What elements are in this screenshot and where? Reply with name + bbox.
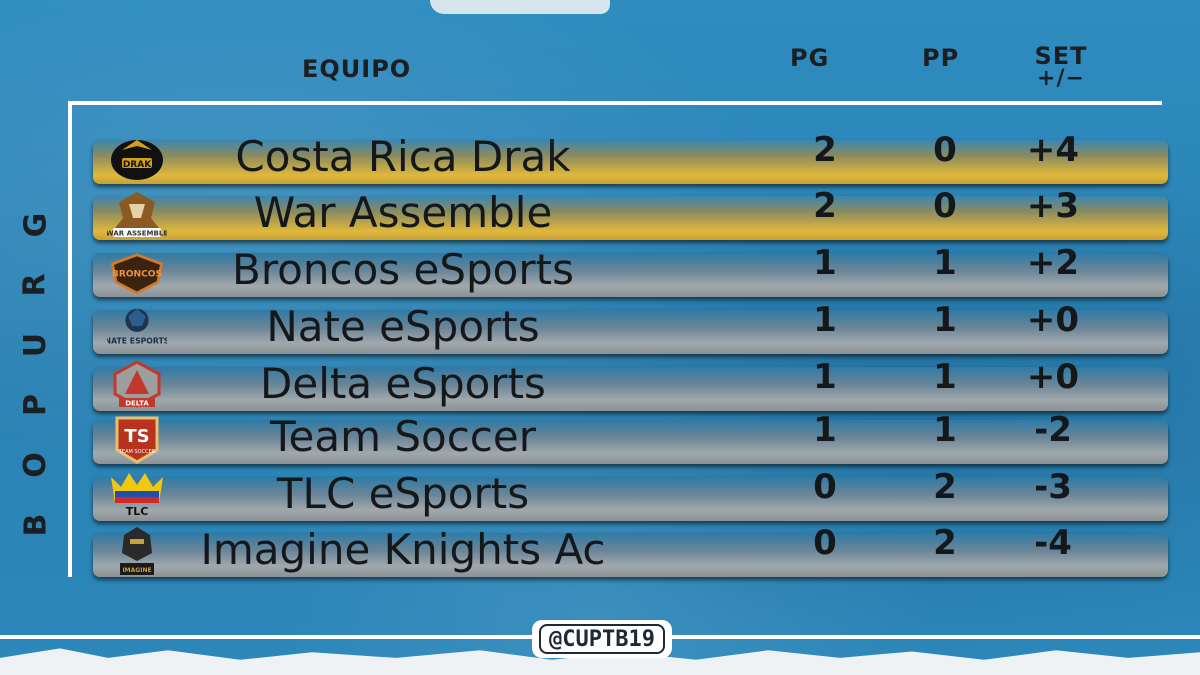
team-name: Costa Rica Drak xyxy=(235,132,571,181)
drak-logo-icon: DRAK xyxy=(107,134,167,186)
svg-text:NATE ESPORTS: NATE ESPORTS xyxy=(107,337,167,346)
imagine-knights-logo-icon: IMAGINE xyxy=(107,527,167,579)
team-losses: 2 xyxy=(933,523,957,563)
team-losses: 0 xyxy=(933,186,957,226)
team-losses: 1 xyxy=(933,410,957,450)
svg-text:WAR ASSEMBLE: WAR ASSEMBLE xyxy=(107,230,167,238)
team-set-diff: -4 xyxy=(1034,523,1072,563)
team-wins: 0 xyxy=(813,523,837,563)
header-set-line1: SET xyxy=(1034,42,1088,70)
row-bar xyxy=(93,140,1168,184)
team-name: Delta eSports xyxy=(260,359,546,408)
team-set-diff: +0 xyxy=(1026,357,1080,397)
standings-row: IMAGINE Imagine Knights Ac 0 2 -4 xyxy=(93,523,1168,577)
svg-text:DRAK: DRAK xyxy=(123,160,152,170)
frame-left-line xyxy=(68,101,72,577)
header-set-line2: +/− xyxy=(1037,66,1085,91)
standings-row: WAR ASSEMBLE War Assemble 2 0 +3 xyxy=(93,186,1168,240)
team-losses: 2 xyxy=(933,467,957,507)
header-team: EQUIPO xyxy=(302,55,412,83)
team-losses: 1 xyxy=(933,300,957,340)
group-letter: B xyxy=(18,513,53,537)
nate-logo-icon: NATE ESPORTS xyxy=(107,304,167,356)
broncos-logo-icon: BRONCOS xyxy=(107,247,167,299)
war-assemble-logo-icon: WAR ASSEMBLE xyxy=(107,190,167,242)
team-wins: 1 xyxy=(813,300,837,340)
row-bar xyxy=(93,420,1168,464)
standings-row: BRONCOS Broncos eSports 1 1 +2 xyxy=(93,243,1168,297)
social-handle-badge: @CUPTB19 xyxy=(532,620,672,658)
row-bar xyxy=(93,196,1168,240)
team-name: Broncos eSports xyxy=(232,245,574,294)
team-wins: 1 xyxy=(813,357,837,397)
standings-row: NATE ESPORTS Nate eSports 1 1 +0 xyxy=(93,300,1168,354)
svg-text:DELTA: DELTA xyxy=(125,400,149,408)
svg-text:TLC: TLC xyxy=(126,505,149,518)
row-bar xyxy=(93,367,1168,411)
row-bar xyxy=(93,310,1168,354)
team-set-diff: -2 xyxy=(1034,410,1072,450)
row-bar xyxy=(93,477,1168,521)
team-set-diff: +4 xyxy=(1026,130,1080,170)
team-name: Team Soccer xyxy=(269,412,536,461)
team-wins: 1 xyxy=(813,243,837,283)
team-set-diff: +0 xyxy=(1026,300,1080,340)
row-bar xyxy=(93,253,1168,297)
standings-row: TS TEAM SOCCER Team Soccer 1 1 -2 xyxy=(93,410,1168,464)
team-losses: 0 xyxy=(933,130,957,170)
svg-text:IMAGINE: IMAGINE xyxy=(122,567,151,574)
frame-top-line xyxy=(68,101,1162,105)
team-set-diff: +3 xyxy=(1026,186,1080,226)
team-wins: 2 xyxy=(813,130,837,170)
team-soccer-logo-icon: TS TEAM SOCCER xyxy=(107,414,167,466)
group-letter: U xyxy=(18,332,53,358)
standings-row: TLC TLC eSports 0 2 -3 xyxy=(93,467,1168,521)
group-letter: R xyxy=(17,273,53,297)
team-losses: 1 xyxy=(933,357,957,397)
social-handle: @CUPTB19 xyxy=(539,624,665,654)
group-letter: P xyxy=(18,394,53,416)
team-wins: 0 xyxy=(813,467,837,507)
group-label: G R U P O B xyxy=(18,210,54,540)
delta-logo-icon: DELTA xyxy=(107,360,167,413)
team-set-diff: +2 xyxy=(1026,243,1080,283)
group-letter: G xyxy=(18,212,53,238)
team-name: Imagine Knights Ac xyxy=(200,525,606,574)
team-wins: 1 xyxy=(813,410,837,450)
team-name: Nate eSports xyxy=(266,302,540,351)
svg-text:BRONCOS: BRONCOS xyxy=(112,270,162,280)
torn-paper-top xyxy=(430,0,610,14)
svg-text:TS: TS xyxy=(124,426,149,447)
team-name: TLC eSports xyxy=(276,469,530,518)
team-wins: 2 xyxy=(813,186,837,226)
standings-row: DELTA Delta eSports 1 1 +0 xyxy=(93,357,1168,411)
header-losses: PP xyxy=(922,44,960,72)
standings-row: DRAK Costa Rica Drak 2 0 +4 xyxy=(93,130,1168,184)
svg-text:TEAM SOCCER: TEAM SOCCER xyxy=(118,449,156,455)
header-wins: PG xyxy=(790,44,830,72)
team-losses: 1 xyxy=(933,243,957,283)
team-name: War Assemble xyxy=(253,188,553,237)
team-set-diff: -3 xyxy=(1034,467,1072,507)
tlc-logo-icon: TLC xyxy=(107,471,167,523)
header-set-diff: SET +/− xyxy=(1026,42,1096,91)
row-bar xyxy=(93,533,1168,577)
group-letter: O xyxy=(17,452,53,478)
